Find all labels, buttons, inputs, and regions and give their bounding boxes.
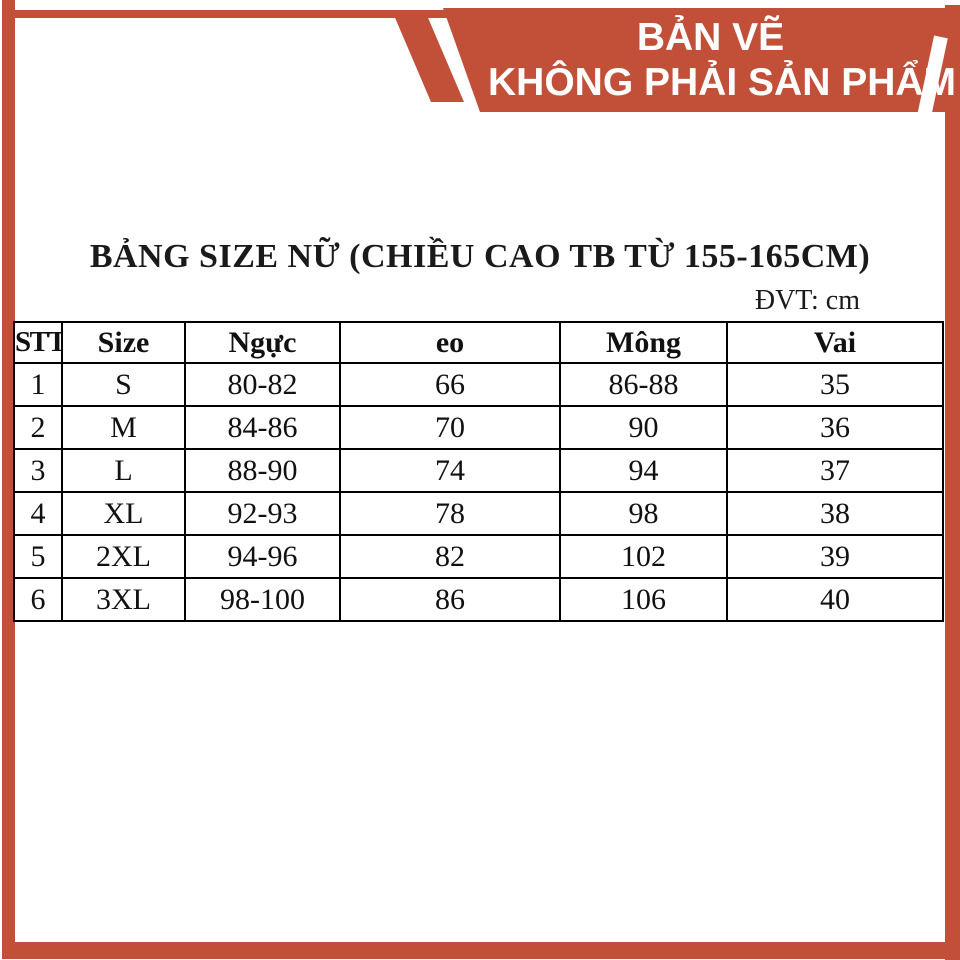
cell-chest: 92-93 [184, 491, 341, 536]
cell-stt: 3 [13, 448, 63, 493]
banner-text: BẢN VẼ KHÔNG PHẢI SẢN PHẨM [488, 15, 957, 105]
page-title: BẢNG SIZE NỮ (CHIỀU CAO TB TỪ 155-165CM) [89, 238, 871, 275]
cell-shoulder: 35 [726, 362, 944, 407]
cell-size: XL [61, 491, 186, 536]
cell-shoulder: 38 [726, 491, 944, 536]
cell-waist: 86 [339, 577, 561, 622]
header-cell-stt: STT [13, 321, 63, 364]
cell-waist: 70 [339, 405, 561, 450]
cell-chest: 84-86 [184, 405, 341, 450]
cell-shoulder: 40 [726, 577, 944, 622]
cell-chest: 80-82 [184, 362, 341, 407]
cell-chest: 88-90 [184, 448, 341, 493]
cell-size: M [61, 405, 186, 450]
cell-hip: 94 [559, 448, 728, 493]
cell-shoulder: 39 [726, 534, 944, 579]
cell-hip: 86-88 [559, 362, 728, 407]
header-cell-shoulder: Vai [726, 321, 944, 364]
banner-background [443, 8, 958, 112]
cell-hip: 98 [559, 491, 728, 536]
cell-chest: 94-96 [184, 534, 341, 579]
cell-size: S [61, 362, 186, 407]
table-row: 4 XL 92-93 78 98 38 [13, 491, 944, 536]
cell-waist: 74 [339, 448, 561, 493]
banner-line-2: KHÔNG PHẢI SẢN PHẨM [488, 61, 957, 104]
cell-waist: 78 [339, 491, 561, 536]
cell-stt: 4 [13, 491, 63, 536]
cell-stt: 1 [13, 362, 63, 407]
table-row: 1 S 80-82 66 86-88 35 [13, 362, 944, 407]
unit-label: ĐVT: cm [754, 285, 860, 316]
cell-size: L [61, 448, 186, 493]
cell-waist: 82 [339, 534, 561, 579]
header-cell-chest: Ngực [184, 321, 341, 364]
cell-shoulder: 37 [726, 448, 944, 493]
frame-right-strip [945, 5, 960, 960]
frame-bottom-strip [2, 942, 960, 959]
frame-left-strip [2, 0, 15, 958]
cell-stt: 2 [13, 405, 63, 450]
cell-size: 3XL [61, 577, 186, 622]
cell-stt: 6 [13, 577, 63, 622]
cell-stt: 5 [13, 534, 63, 579]
cell-shoulder: 36 [726, 405, 944, 450]
cell-waist: 66 [339, 362, 561, 407]
table-row: 3 L 88-90 74 94 37 [13, 448, 944, 493]
banner-line-1: BẢN VẼ [636, 16, 785, 59]
size-table: STT Size Ngực eo Mông Vai 1 S 80-82 66 8… [13, 321, 944, 622]
cell-hip: 102 [559, 534, 728, 579]
header-cell-hip: Mông [559, 321, 728, 364]
cell-size: 2XL [61, 534, 186, 579]
cell-chest: 98-100 [184, 577, 341, 622]
table-row: 6 3XL 98-100 86 106 40 [13, 577, 944, 622]
table-header-row: STT Size Ngực eo Mông Vai [13, 321, 944, 364]
header-cell-waist: eo [339, 321, 561, 364]
table-row: 2 M 84-86 70 90 36 [13, 405, 944, 450]
header-cell-size: Size [61, 321, 186, 364]
table-row: 5 2XL 94-96 82 102 39 [13, 534, 944, 579]
warning-banner: BẢN VẼ KHÔNG PHẢI SẢN PHẨM [393, 8, 958, 123]
cell-hip: 90 [559, 405, 728, 450]
cell-hip: 106 [559, 577, 728, 622]
